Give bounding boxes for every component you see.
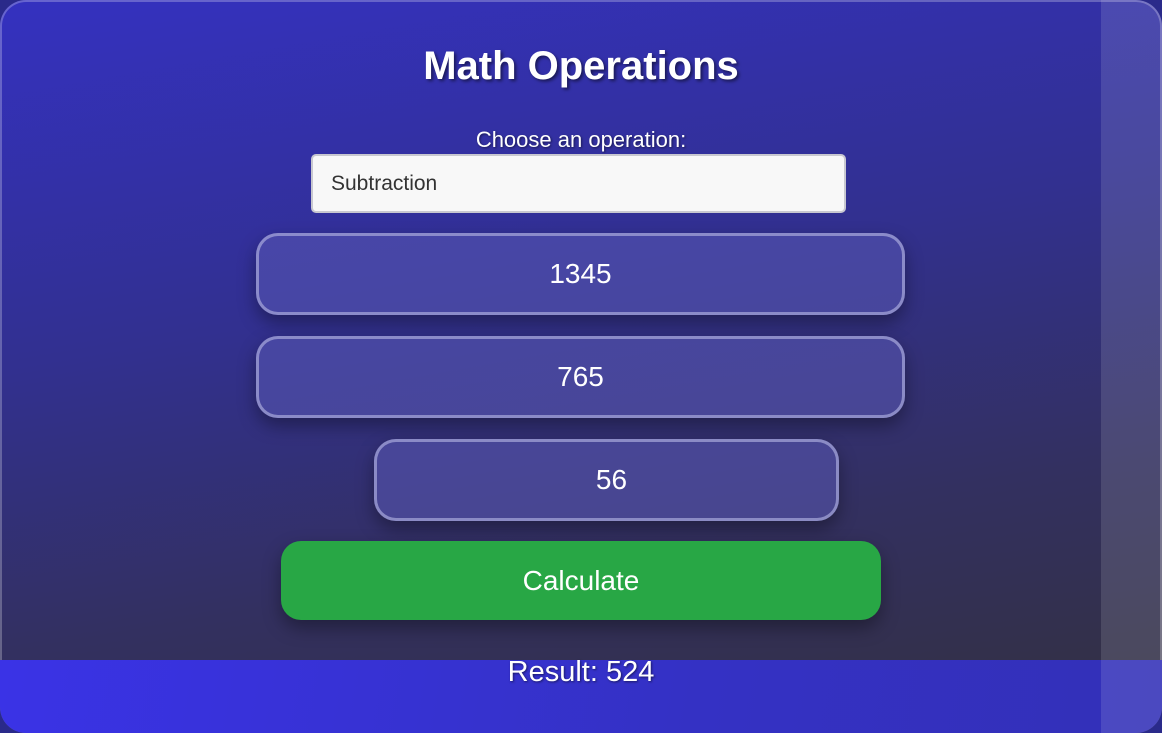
number-input-1[interactable]: 1345 (256, 233, 905, 315)
number-input-3[interactable]: 56 (374, 439, 839, 521)
result-text: Result: 524 (507, 656, 655, 688)
number-input-2[interactable]: 765 (256, 336, 905, 418)
side-strip (1101, 0, 1162, 733)
page-title: Math Operations (423, 44, 739, 88)
operation-select[interactable]: Subtraction (311, 154, 846, 213)
result-band (0, 660, 1162, 733)
calculate-button[interactable]: Calculate (281, 541, 881, 620)
operation-label: Choose an operation: (475, 127, 687, 152)
